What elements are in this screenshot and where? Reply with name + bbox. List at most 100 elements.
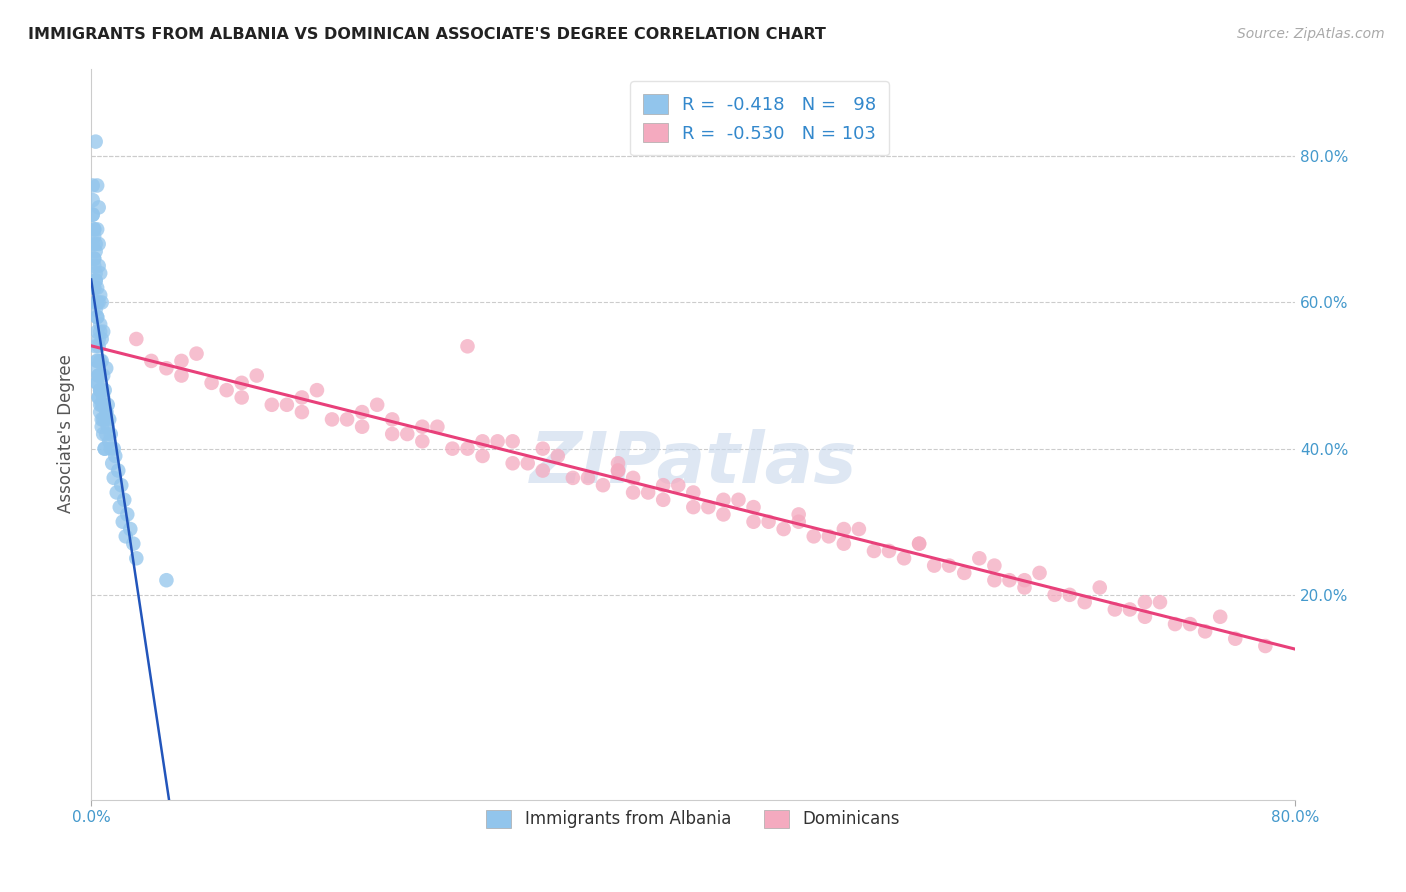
Point: [411, 419, 433, 434]
Point: [471, 449, 494, 463]
Point: [516, 456, 538, 470]
Point: [983, 573, 1005, 587]
Point: [1088, 581, 1111, 595]
Point: [83, 229, 105, 244]
Point: [352, 419, 374, 434]
Point: [758, 515, 780, 529]
Point: [87, 201, 110, 215]
Point: [502, 434, 524, 449]
Point: [922, 558, 945, 573]
Point: [682, 485, 704, 500]
Point: [101, 456, 124, 470]
Legend: Immigrants from Albania, Dominicans: Immigrants from Albania, Dominicans: [479, 803, 907, 835]
Point: [82, 236, 104, 251]
Point: [170, 368, 193, 383]
Point: [89, 325, 111, 339]
Point: [682, 500, 704, 515]
Point: [105, 485, 128, 500]
Point: [98, 434, 121, 449]
Y-axis label: Associate's Degree: Associate's Degree: [58, 355, 75, 514]
Point: [87, 368, 110, 383]
Point: [457, 442, 479, 456]
Point: [260, 398, 283, 412]
Point: [607, 464, 630, 478]
Point: [502, 456, 524, 470]
Point: [86, 310, 108, 324]
Point: [200, 376, 222, 390]
Text: IMMIGRANTS FROM ALBANIA VS DOMINICAN ASSOCIATE'S DEGREE CORRELATION CHART: IMMIGRANTS FROM ALBANIA VS DOMINICAN ASS…: [28, 27, 825, 42]
Point: [1178, 617, 1201, 632]
Point: [486, 434, 509, 449]
Point: [86, 310, 108, 324]
Point: [321, 412, 343, 426]
Point: [103, 442, 125, 456]
Point: [87, 391, 110, 405]
Point: [117, 508, 139, 522]
Point: [1164, 617, 1187, 632]
Point: [561, 471, 583, 485]
Point: [1043, 588, 1066, 602]
Text: ZIPatlas: ZIPatlas: [530, 429, 858, 498]
Point: [90, 419, 112, 434]
Point: [96, 427, 118, 442]
Point: [86, 376, 108, 390]
Point: [90, 354, 112, 368]
Point: [89, 383, 111, 397]
Point: [89, 266, 111, 280]
Point: [87, 339, 110, 353]
Point: [1149, 595, 1171, 609]
Point: [83, 222, 105, 236]
Point: [90, 383, 112, 397]
Point: [97, 419, 120, 434]
Point: [832, 536, 855, 550]
Point: [155, 573, 177, 587]
Point: [848, 522, 870, 536]
Point: [1133, 595, 1156, 609]
Point: [742, 500, 765, 515]
Point: [86, 178, 108, 193]
Point: [305, 383, 328, 397]
Point: [1194, 624, 1216, 639]
Point: [91, 412, 114, 426]
Point: [83, 252, 105, 266]
Point: [84, 135, 107, 149]
Point: [983, 558, 1005, 573]
Point: [87, 259, 110, 273]
Point: [531, 442, 554, 456]
Point: [713, 508, 735, 522]
Point: [91, 368, 114, 383]
Point: [231, 376, 253, 390]
Point: [89, 354, 111, 368]
Point: [652, 478, 675, 492]
Point: [86, 295, 108, 310]
Point: [576, 471, 599, 485]
Point: [86, 222, 108, 236]
Point: [83, 259, 105, 273]
Point: [531, 464, 554, 478]
Point: [82, 178, 104, 193]
Point: [276, 398, 298, 412]
Point: [86, 376, 108, 390]
Point: [817, 529, 839, 543]
Point: [621, 471, 644, 485]
Point: [1014, 581, 1036, 595]
Point: [697, 500, 720, 515]
Point: [111, 515, 134, 529]
Point: [1133, 609, 1156, 624]
Point: [1119, 602, 1142, 616]
Point: [366, 398, 388, 412]
Point: [713, 492, 735, 507]
Point: [97, 398, 120, 412]
Point: [89, 405, 111, 419]
Point: [953, 566, 976, 580]
Point: [84, 244, 107, 259]
Point: [396, 427, 419, 442]
Point: [607, 456, 630, 470]
Point: [1104, 602, 1126, 616]
Point: [103, 471, 125, 485]
Point: [215, 383, 238, 397]
Point: [90, 295, 112, 310]
Point: [83, 222, 105, 236]
Point: [637, 485, 659, 500]
Point: [1028, 566, 1050, 580]
